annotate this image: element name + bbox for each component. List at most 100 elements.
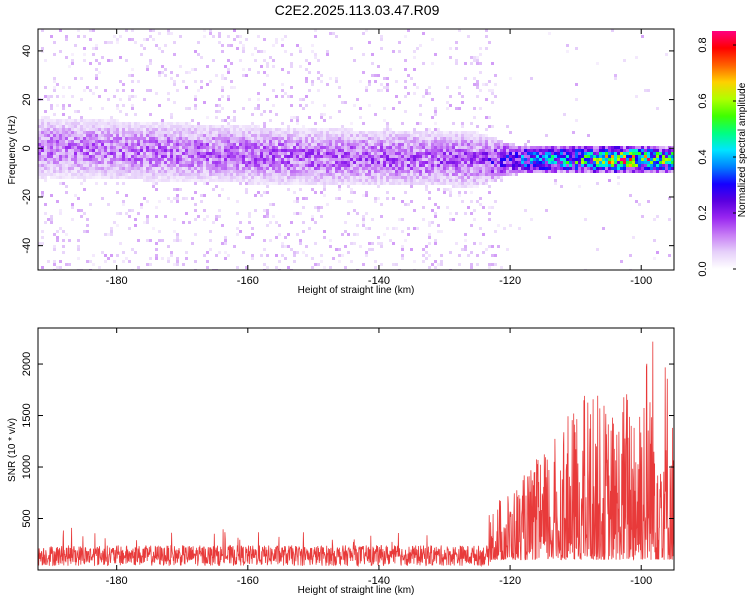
heatmap-cell <box>335 146 338 149</box>
heatmap-cell <box>422 143 425 146</box>
heatmap-cell <box>422 32 425 35</box>
heatmap-cell <box>251 173 254 176</box>
heatmap-cell <box>152 173 155 176</box>
heatmap-cell <box>404 35 407 38</box>
heatmap-cell <box>158 104 161 107</box>
heatmap-cell <box>50 107 53 110</box>
heatmap-cell <box>128 143 131 146</box>
heatmap-cell <box>86 224 89 227</box>
heatmap-cell <box>137 152 140 155</box>
heatmap-cell <box>218 194 221 197</box>
heatmap-cell <box>242 140 245 143</box>
heatmap-cell <box>563 167 566 170</box>
heatmap-cell <box>95 152 98 155</box>
heatmap-cell <box>404 176 407 179</box>
heatmap-cell <box>260 50 263 53</box>
heatmap-cell <box>386 152 389 155</box>
heatmap-cell <box>215 116 218 119</box>
heatmap-cell <box>431 155 434 158</box>
heatmap-cell <box>188 143 191 146</box>
heatmap-cell <box>386 197 389 200</box>
heatmap-cell <box>146 161 149 164</box>
heatmap-cell <box>491 158 494 161</box>
heatmap-cell <box>482 140 485 143</box>
heatmap-cell <box>329 239 332 242</box>
heatmap-cell <box>104 122 107 125</box>
heatmap-cell <box>290 182 293 185</box>
heatmap-cell <box>338 254 341 257</box>
heatmap-cell <box>476 125 479 128</box>
heatmap-cell <box>77 173 80 176</box>
heatmap-cell <box>470 140 473 143</box>
heatmap-cell <box>371 149 374 152</box>
heatmap-cell <box>227 155 230 158</box>
heatmap-cell <box>332 170 335 173</box>
heatmap-cell <box>221 119 224 122</box>
heatmap-cell <box>197 89 200 92</box>
heatmap-cell <box>71 131 74 134</box>
heatmap-cell <box>467 149 470 152</box>
heatmap-cell <box>503 170 506 173</box>
heatmap-cell <box>50 155 53 158</box>
heatmap-cell <box>587 167 590 170</box>
heatmap-cell <box>170 131 173 134</box>
heatmap-cell <box>305 254 308 257</box>
heatmap-cell <box>158 230 161 233</box>
heatmap-cell <box>71 173 74 176</box>
heatmap-cell <box>167 92 170 95</box>
heatmap-cell <box>434 158 437 161</box>
heatmap-cell <box>455 158 458 161</box>
heatmap-cell <box>296 176 299 179</box>
heatmap-cell <box>77 239 80 242</box>
heatmap-cell <box>518 152 521 155</box>
heatmap-cell <box>560 167 563 170</box>
heatmap-cell <box>545 146 548 149</box>
heatmap-cell <box>377 137 380 140</box>
heatmap-cell <box>152 137 155 140</box>
heatmap-cell <box>431 38 434 41</box>
heatmap-cell <box>440 173 443 176</box>
heatmap-cell <box>272 143 275 146</box>
heatmap-cell <box>206 266 209 269</box>
heatmap-cell <box>80 215 83 218</box>
heatmap-cell <box>317 155 320 158</box>
heatmap-cell <box>203 152 206 155</box>
heatmap-cell <box>440 146 443 149</box>
heatmap-cell <box>245 164 248 167</box>
heatmap-cell <box>62 230 65 233</box>
heatmap-cell <box>269 56 272 59</box>
heatmap-cell <box>278 143 281 146</box>
heatmap-cell <box>449 140 452 143</box>
heatmap-cell <box>47 131 50 134</box>
heatmap-cell <box>197 149 200 152</box>
heatmap-cell <box>569 155 572 158</box>
heatmap-cell <box>353 209 356 212</box>
heatmap-cell <box>131 107 134 110</box>
heatmap-cell <box>440 260 443 263</box>
heatmap-cell <box>332 173 335 176</box>
heatmap-cell <box>104 128 107 131</box>
heatmap-cell <box>557 161 560 164</box>
heatmap-cell <box>194 95 197 98</box>
heatmap-cell <box>554 179 557 182</box>
heatmap-cell <box>194 161 197 164</box>
heatmap-cell <box>101 119 104 122</box>
heatmap-cell <box>434 110 437 113</box>
heatmap-cell <box>332 161 335 164</box>
heatmap-cell <box>431 221 434 224</box>
heatmap-cell <box>530 155 533 158</box>
heatmap-cell <box>470 200 473 203</box>
heatmap-cell <box>542 155 545 158</box>
heatmap-cell <box>74 173 77 176</box>
heatmap-cell <box>287 140 290 143</box>
heatmap-cell <box>158 200 161 203</box>
heatmap-cell <box>194 50 197 53</box>
heatmap-cell <box>335 170 338 173</box>
heatmap-cell <box>626 155 629 158</box>
heatmap-cell <box>167 167 170 170</box>
heatmap-cell <box>320 260 323 263</box>
heatmap-cell <box>416 140 419 143</box>
heatmap-cell <box>467 140 470 143</box>
heatmap-cell <box>326 53 329 56</box>
heatmap-cell <box>92 131 95 134</box>
